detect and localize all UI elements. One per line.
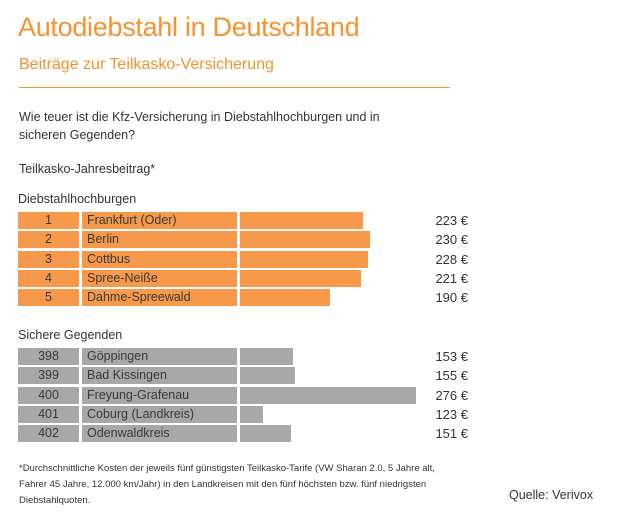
value-label: 276 € (435, 387, 468, 403)
bar (240, 367, 295, 385)
region-name: Bad Kissingen (82, 367, 237, 385)
question-text: Wie teuer ist die Kfz-Versicherung in Di… (19, 110, 380, 142)
rank-cell: 4 (18, 269, 79, 287)
chart-subtitle: Beiträge zur Teilkasko-Versicherung (19, 56, 274, 73)
footnote: *Durchschnittliche Kosten der jeweils fü… (19, 463, 435, 506)
bar (240, 386, 416, 404)
value-label: 151 € (435, 426, 468, 442)
value-label: 228 € (435, 251, 468, 267)
region-name: Berlin (82, 231, 237, 249)
title-divider (19, 87, 450, 88)
region-name: Coburg (Landkreis) (82, 405, 237, 423)
bar-row: 401 Coburg (Landkreis) 123 € (18, 405, 478, 423)
bar (240, 425, 291, 443)
region-name: Göppingen (82, 348, 237, 365)
bar (240, 289, 330, 307)
value-label: 155 € (435, 368, 468, 384)
bar (240, 348, 293, 365)
rank-cell: 400 (18, 386, 79, 404)
bar (240, 250, 368, 268)
bar (240, 269, 361, 287)
region-name: Freyung-Grafenau (82, 386, 237, 404)
rank-cell: 399 (18, 367, 79, 385)
region-name: Spree-Neiße (82, 269, 237, 287)
rank-cell: 1 (18, 212, 79, 229)
bar-row: 398 Göppingen 153 € (18, 348, 478, 365)
region-name: Dahme-Spreewald (82, 289, 237, 307)
rank-cell: 3 (18, 250, 79, 268)
bar-row: 1 Frankfurt (Oder) 223 € (18, 212, 478, 229)
bar (240, 231, 370, 249)
bar (240, 405, 263, 423)
value-label: 223 € (435, 213, 468, 228)
value-label: 221 € (435, 270, 468, 286)
rank-cell: 402 (18, 425, 79, 443)
chart-title: Autodiebstahl in Deutschland (18, 12, 360, 42)
source-label: Quelle: Verivox (509, 488, 594, 502)
group-label-safe: Sichere Gegenden (18, 328, 123, 342)
bar-row: 3 Cottbus 228 € (18, 250, 478, 268)
bar-row: 4 Spree-Neiße 221 € (18, 269, 478, 287)
bar-row: 400 Freyung-Grafenau 276 € (18, 386, 478, 404)
region-name: Odenwaldkreis (82, 425, 237, 443)
bar-row: 399 Bad Kissingen 155 € (18, 367, 478, 385)
value-label: 153 € (435, 349, 468, 364)
value-label: 190 € (435, 290, 468, 306)
bar-row: 5 Dahme-Spreewald 190 € (18, 289, 478, 307)
value-label: 230 € (435, 232, 468, 248)
group-label-hotspots: Diebstahlhochburgen (18, 192, 137, 206)
rank-cell: 401 (18, 405, 79, 423)
rank-cell: 5 (18, 289, 79, 307)
bar-row: 402 Odenwaldkreis 151 € (18, 425, 478, 443)
bar (240, 212, 363, 229)
metric-label: Teilkasko-Jahresbeitrag* (19, 162, 156, 176)
rank-cell: 398 (18, 348, 79, 365)
bar-row: 2 Berlin 230 € (18, 231, 478, 249)
region-name: Cottbus (82, 250, 237, 268)
value-label: 123 € (435, 406, 468, 422)
rank-cell: 2 (18, 231, 79, 249)
region-name: Frankfurt (Oder) (82, 212, 237, 229)
